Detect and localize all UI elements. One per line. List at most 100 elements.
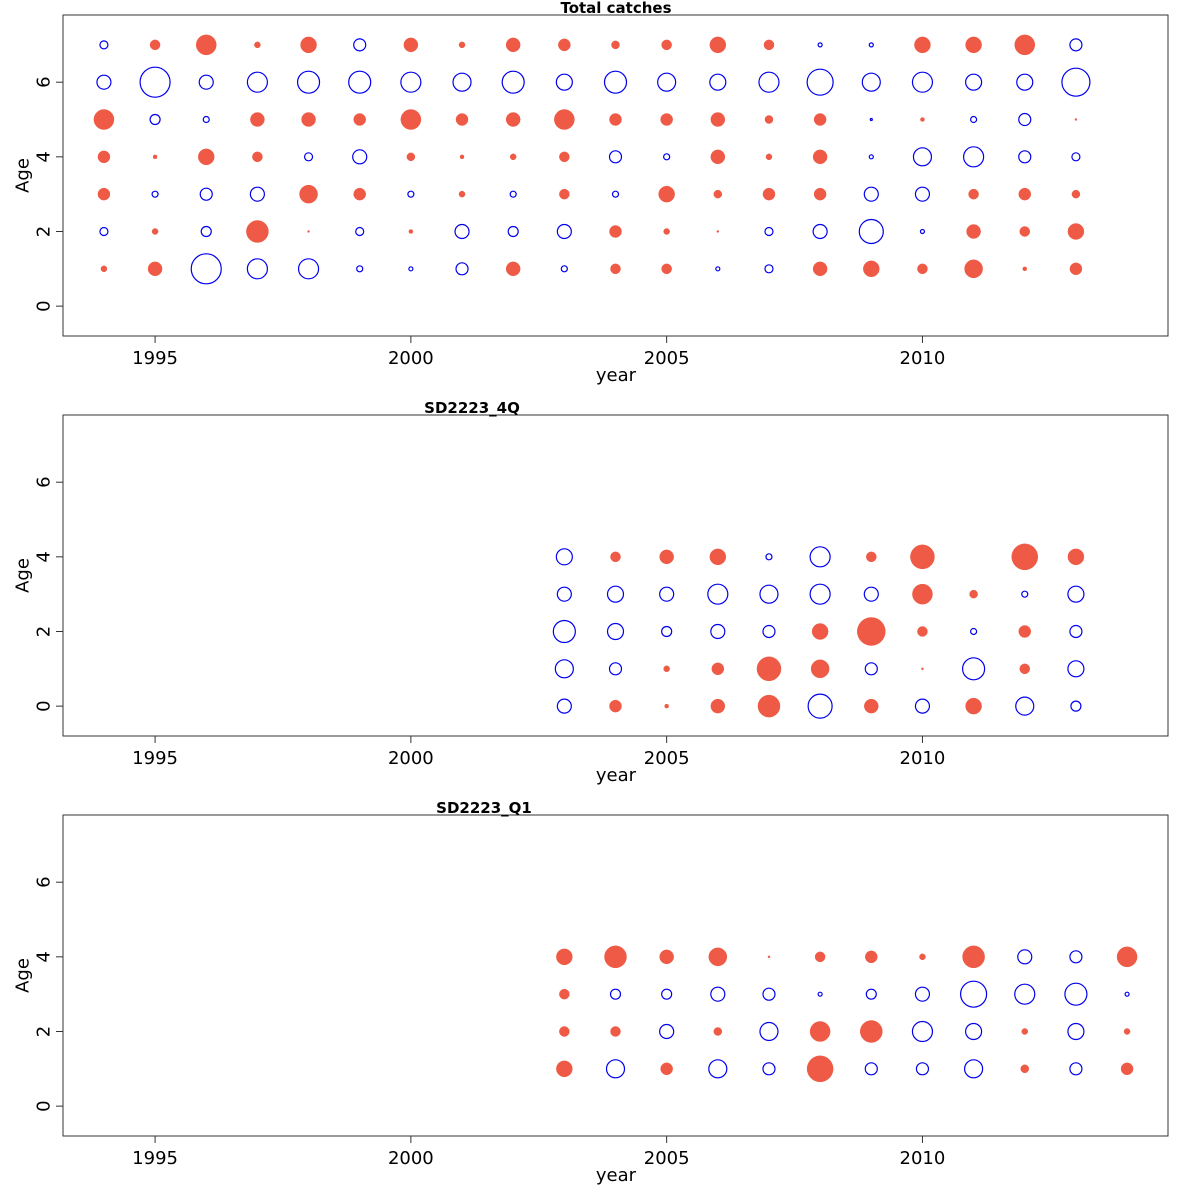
bubble-negative — [356, 265, 364, 273]
bubble-positive — [1014, 34, 1036, 56]
bubble-negative — [858, 218, 884, 245]
bubble-negative — [407, 190, 415, 198]
bubble-negative — [249, 186, 265, 202]
bubble-negative — [919, 228, 926, 235]
bubble-positive — [659, 549, 674, 565]
bubble-positive — [610, 263, 621, 275]
bubble-positive — [1011, 543, 1039, 571]
bubble-positive — [604, 945, 627, 969]
y-tick-label: 2 — [33, 1026, 54, 1037]
bubble-positive — [559, 188, 570, 200]
bubble-negative — [865, 988, 877, 1000]
bubble-positive — [559, 988, 570, 1000]
bubble-negative — [1069, 950, 1083, 964]
bubble-positive — [863, 260, 880, 278]
bubble-negative — [758, 71, 780, 93]
y-tick-label: 6 — [33, 76, 54, 87]
bubble-negative — [962, 657, 986, 681]
x-tick-label: 1995 — [132, 348, 178, 369]
bubble-negative — [606, 622, 625, 641]
bubble-positive — [246, 220, 269, 243]
bubble-negative — [659, 586, 675, 602]
x-tick-label: 2000 — [388, 1148, 434, 1169]
bubble-negative — [606, 585, 625, 603]
bubble-negative — [452, 72, 472, 92]
bubble-negative — [911, 1020, 934, 1043]
bubble-negative — [608, 150, 623, 164]
bubble-positive — [965, 36, 982, 54]
y-tick-label: 4 — [33, 551, 54, 562]
bubble-positive — [1116, 946, 1138, 968]
bubble-negative — [1069, 1062, 1083, 1076]
bubble-negative — [556, 698, 572, 714]
bubble-negative — [809, 583, 831, 605]
bubble-negative — [964, 1059, 984, 1079]
panel-1: Total catches 1995 2000 2005 2010 0 2 4 6 year Age — [12, 0, 1169, 386]
y-tick-label: 0 — [33, 1100, 54, 1111]
bubble-negative — [556, 586, 572, 602]
bubble-negative — [1067, 1022, 1085, 1041]
bubble-negative — [246, 71, 268, 93]
bubble-negative — [762, 987, 776, 1001]
bubble-negative — [605, 1059, 626, 1079]
bubble-negative — [912, 147, 933, 167]
bubble-positive — [559, 151, 570, 163]
bubble-positive — [97, 150, 111, 164]
bubble-positive — [763, 39, 775, 51]
bubble-negative — [608, 662, 623, 676]
bubble-positive — [1120, 1062, 1134, 1076]
panel-2: SD2223_4Q 1995 2000 2005 2010 0 2 4 6 year Age — [12, 399, 1169, 786]
bubble-positive — [812, 149, 828, 165]
bubble-positive — [559, 1026, 570, 1037]
y-axis-label: Age — [12, 558, 33, 593]
bubble-negative — [1067, 660, 1085, 678]
bubble-negative — [710, 986, 726, 1002]
bubble-positive — [811, 623, 829, 640]
bubble-positive — [810, 659, 830, 679]
bubble-negative — [296, 70, 321, 94]
bubble-positive — [920, 117, 925, 122]
bubble-negative — [99, 40, 109, 50]
bubble-negative — [348, 70, 372, 94]
bubble-positive — [505, 37, 521, 53]
bubble-positive — [969, 589, 978, 599]
bubble-positive — [610, 1026, 621, 1037]
bubble-negative — [765, 553, 773, 561]
x-tick-label: 2005 — [644, 1148, 690, 1169]
bubble-negative — [868, 42, 874, 48]
bubble-negative — [455, 262, 469, 276]
plot-frame — [62, 414, 1169, 737]
x-tick-label: 2000 — [388, 748, 434, 769]
bubble-positive — [866, 551, 877, 563]
bubble-negative — [1014, 983, 1036, 1005]
bubble-positive — [664, 703, 669, 709]
bubble-negative — [198, 74, 214, 90]
bubble-negative — [555, 548, 573, 566]
bubble-negative — [764, 226, 774, 237]
bubble-positive — [660, 1062, 673, 1076]
bubble-positive — [151, 228, 159, 235]
bubble-negative — [199, 187, 213, 201]
bubble-negative — [960, 980, 988, 1008]
bubble-positive — [611, 40, 620, 50]
bubble-negative — [603, 70, 628, 94]
bubble-negative — [809, 546, 831, 568]
bubble-positive — [919, 953, 926, 961]
y-tick-label: 4 — [33, 951, 54, 962]
bubble-negative — [864, 1062, 878, 1076]
bubble-negative — [817, 991, 823, 997]
bubble-positive — [149, 39, 161, 51]
bubble-negative — [149, 113, 161, 126]
bubble-negative — [806, 68, 834, 96]
bubble-negative — [552, 619, 576, 644]
bubble-negative — [1071, 152, 1081, 162]
bubble-negative — [200, 225, 212, 238]
bubble-positive — [353, 113, 366, 126]
bubble-negative — [96, 74, 112, 90]
bubble-positive — [609, 699, 622, 713]
bubble-positive — [505, 112, 521, 127]
bubble-positive — [757, 694, 781, 718]
bubble-negative — [190, 253, 222, 285]
panel-title: SD2223_4Q — [424, 399, 520, 417]
bubble-positive — [765, 153, 773, 161]
